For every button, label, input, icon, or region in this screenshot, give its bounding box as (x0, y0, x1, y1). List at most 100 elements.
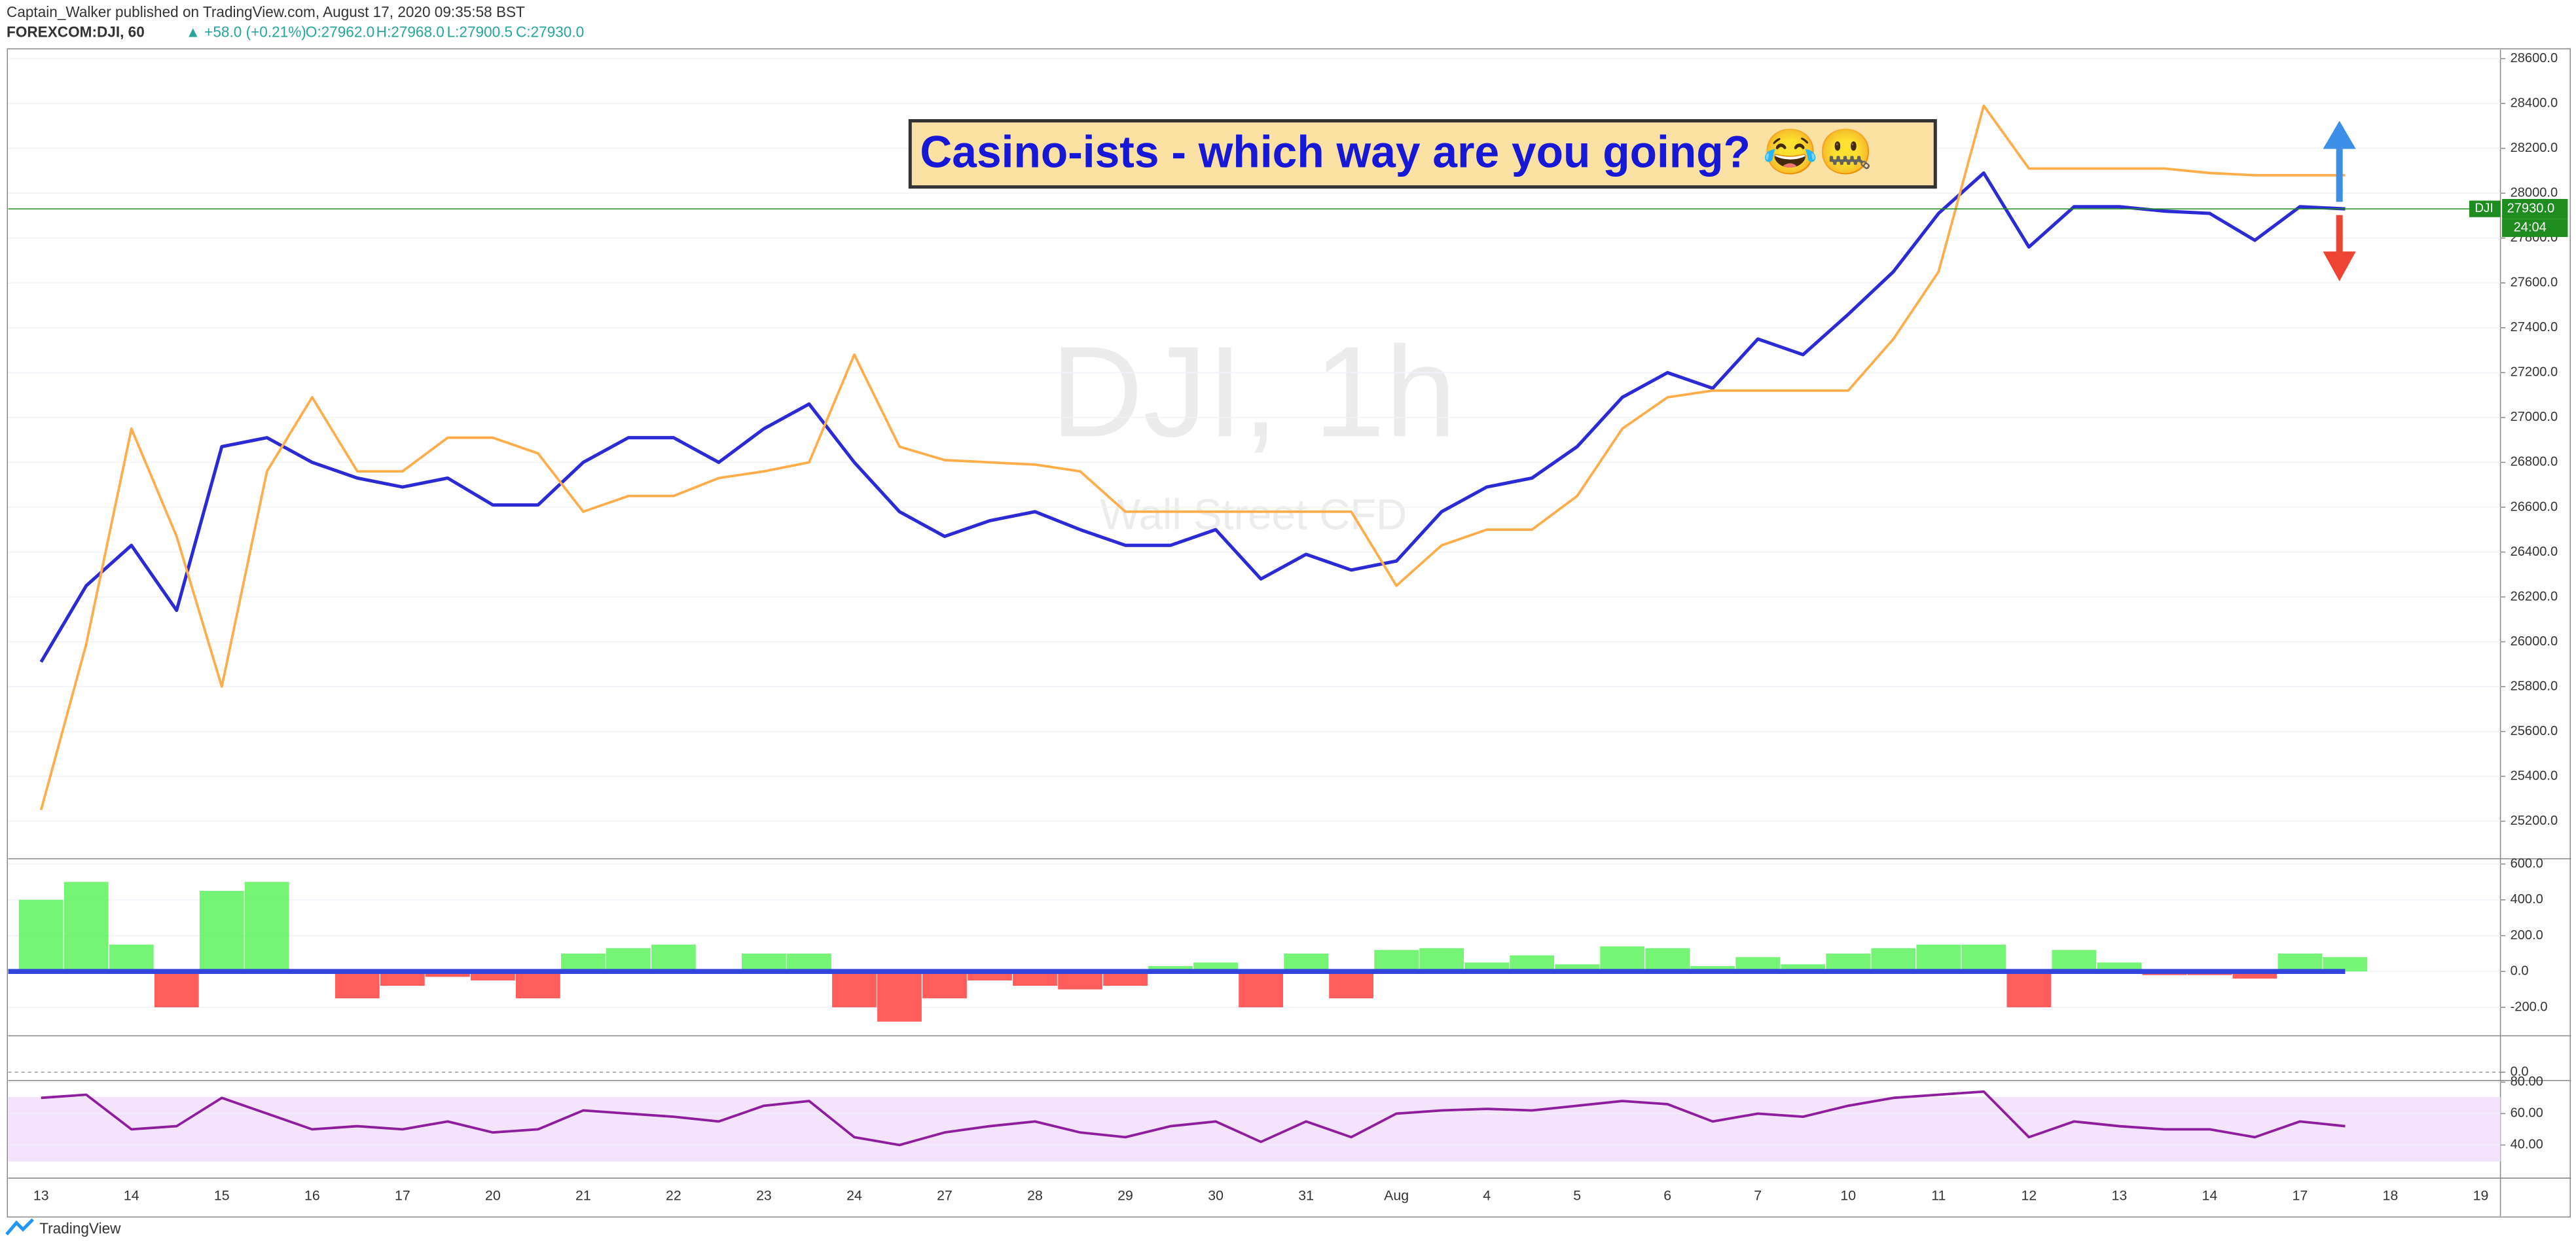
countdown: 24:04 (2514, 221, 2547, 235)
frame (7, 48, 2571, 1218)
watermark-subtitle: Wall Street CFD (1100, 490, 1407, 538)
rsi-band (8, 1097, 2501, 1162)
y-tick-label: 26400.0 (2511, 545, 2558, 559)
y-tick-label: 25400.0 (2511, 768, 2558, 783)
x-tick-label: 11 (1931, 1187, 1946, 1203)
x-tick-label: 20 (485, 1187, 501, 1203)
y-tick-label: 26200.0 (2511, 589, 2558, 603)
histogram-bar (877, 971, 922, 1022)
histogram-bar (1058, 971, 1102, 990)
histogram-bar (1013, 971, 1057, 986)
histogram-bar (2323, 957, 2368, 972)
y-tick-label: 28200.0 (2511, 141, 2558, 155)
x-tick-label: 16 (304, 1187, 320, 1203)
quote-open: O:27962.0 (306, 23, 374, 40)
histogram-bar (109, 944, 154, 972)
x-tick-label: 29 (1117, 1187, 1133, 1203)
x-tick-label: Aug (1384, 1187, 1409, 1203)
y-tick-label: 26600.0 (2511, 499, 2558, 514)
histogram-bar (335, 971, 380, 999)
y-tick-label: 25800.0 (2511, 679, 2558, 693)
x-tick-label: 22 (666, 1187, 681, 1203)
y-tick-label: 28400.0 (2511, 96, 2558, 110)
x-tick-label: 30 (1208, 1187, 1224, 1203)
y-tick-label: 27600.0 (2511, 276, 2558, 290)
histogram-bar (1148, 966, 1193, 972)
histogram-bar (199, 891, 244, 972)
histogram-bar (1419, 948, 1464, 972)
histogram-bar (1329, 971, 1373, 999)
price-symbol-box (2469, 200, 2501, 217)
histogram-bar (1916, 944, 1961, 972)
y-tick-label: 28000.0 (2511, 185, 2558, 200)
price-label: 27930.0 (2507, 201, 2555, 215)
y-tick-label: 400.0 (2511, 892, 2543, 907)
x-tick-label: 27 (937, 1187, 952, 1203)
histogram-bar (561, 953, 606, 972)
x-tick-label: 28 (1027, 1187, 1043, 1203)
y-tick-label: 26800.0 (2511, 455, 2558, 469)
histogram-bar (1374, 950, 1419, 972)
histogram-bar (425, 971, 470, 977)
histogram-bar (651, 944, 696, 972)
x-tick-label: 31 (1298, 1187, 1314, 1203)
arrow-down (2323, 215, 2356, 281)
histogram-bar (154, 971, 199, 1007)
histogram-bar (18, 899, 63, 972)
histogram-bar (516, 971, 560, 999)
quote-low: L:27900.5 (447, 23, 513, 40)
y-tick-label: 27400.0 (2511, 320, 2558, 334)
publisher: Captain_Walker published on TradingView.… (7, 3, 525, 20)
y-tick-label: 60.00 (2511, 1106, 2543, 1121)
quote-change: ▲ +58.0 (+0.21%) (186, 23, 306, 40)
series-line (41, 1090, 2346, 1147)
x-tick-label: 13 (2111, 1187, 2127, 1203)
y-tick-label: 0.0 (2511, 964, 2529, 979)
x-tick-label: 23 (756, 1187, 772, 1203)
series-line (39, 104, 2346, 811)
histogram-bar (1781, 964, 1826, 972)
y-tick-label: 0.0 (2511, 1064, 2529, 1079)
histogram-bar (1600, 946, 1645, 972)
y-tick-label: 200.0 (2511, 928, 2543, 943)
x-tick-label: 4 (1483, 1187, 1491, 1203)
y-tick-label: 600.0 (2511, 856, 2543, 871)
x-tick-label: 6 (1663, 1187, 1671, 1203)
histogram-bar (1510, 955, 1555, 972)
x-tick-label: 12 (2021, 1187, 2037, 1203)
histogram-bar (1735, 957, 1781, 972)
x-tick-label: 18 (2383, 1187, 2399, 1203)
x-tick-label: 14 (2202, 1187, 2218, 1203)
histogram-bar (1961, 944, 2006, 972)
histogram-bar (1690, 966, 1735, 972)
histogram-bar (922, 971, 967, 999)
y-tick-label: 80.00 (2511, 1075, 2543, 1089)
histogram-bar (832, 971, 877, 1007)
x-tick-label: 19 (2473, 1187, 2489, 1203)
y-tick-label: 27200.0 (2511, 365, 2558, 380)
annotation-box (908, 119, 1937, 189)
x-tick-label: 14 (124, 1187, 139, 1203)
histogram-bar (63, 882, 109, 972)
brand (5, 1218, 34, 1236)
histogram-bar (1239, 971, 1283, 1007)
price-label-box (2502, 198, 2568, 219)
y-tick-label: 26000.0 (2511, 634, 2558, 649)
histogram-bar (1645, 948, 1690, 972)
quote-close: C:27930.0 (516, 23, 584, 40)
brand-text: TradingView (39, 1219, 121, 1236)
countdown-box (2502, 219, 2568, 238)
x-tick-label: 24 (846, 1187, 862, 1203)
histogram-bar (1103, 971, 1148, 986)
x-tick-label: 13 (33, 1187, 49, 1203)
histogram-bar (1826, 953, 1871, 972)
x-tick-label: 5 (1573, 1187, 1581, 1203)
plot: 13 14 15 16 17 20 21 22 23 24 27 28 29 30 31 Aug 4 5 6 7 10 1… (8, 51, 2568, 1203)
histogram-bar (606, 948, 651, 972)
x-tick-label: 17 (2293, 1187, 2308, 1203)
histogram-bar (1871, 948, 1916, 972)
y-tick-label: 27000.0 (2511, 410, 2558, 424)
